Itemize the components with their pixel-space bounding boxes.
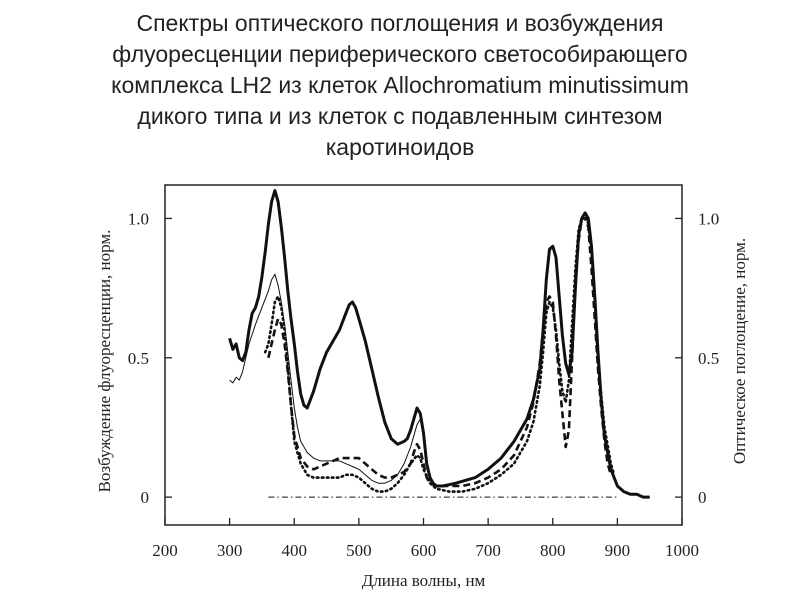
plot-border [164,184,683,526]
y-tick-label-left: 0.5 [128,349,149,368]
y-tick-label-right: 0.5 [698,349,719,368]
series-line-solid-thin [229,212,650,498]
y-tick-label-left: 1.0 [128,209,149,228]
title-line-2: флуоресценции периферического светособир… [112,41,688,67]
title-line-5: каротиноидов [325,134,475,160]
x-tick-label: 800 [540,541,566,560]
y-tick-label-right: 1.0 [698,209,719,228]
x-tick-label: 900 [605,541,631,560]
title-line-1: Спектры оптического поглощения и возбужд… [136,10,664,36]
x-tick-label: 300 [217,541,243,560]
x-tick-label: 400 [282,541,308,560]
y-tick-label-left: 0 [141,488,150,507]
x-tick-label: 500 [346,541,372,560]
series-line-dashed [267,217,613,488]
title-line-3: комплекса LH2 из клеток Allochromatium m… [111,72,689,98]
y-axis-label-left: Возбуждение флуоресценции, норм. [95,230,114,493]
x-tick-label: 1000 [665,541,699,560]
x-tick-label: 600 [411,541,437,560]
x-tick-label: 200 [152,541,178,560]
axis-ticks: 200 300 400 500 600 700 800 900 1000 0 0 0.5 0.5 1.0 1… [128,209,720,560]
x-tick-label: 700 [475,541,501,560]
title-line-4: дикого типа и из клеток с подавленным си… [137,103,663,129]
series-group [228,189,650,499]
series-line-solid-thick [228,189,650,499]
series-line-dotted [263,211,616,493]
y-axis-label-right: Оптическое поглощение, норм. [730,238,749,464]
plot-frame [164,184,683,526]
y-tick-label-right: 0 [698,488,707,507]
x-axis-label: Длина волны, нм [362,571,486,590]
chart-title: Спектры оптического поглощения и возбужд… [0,8,800,176]
